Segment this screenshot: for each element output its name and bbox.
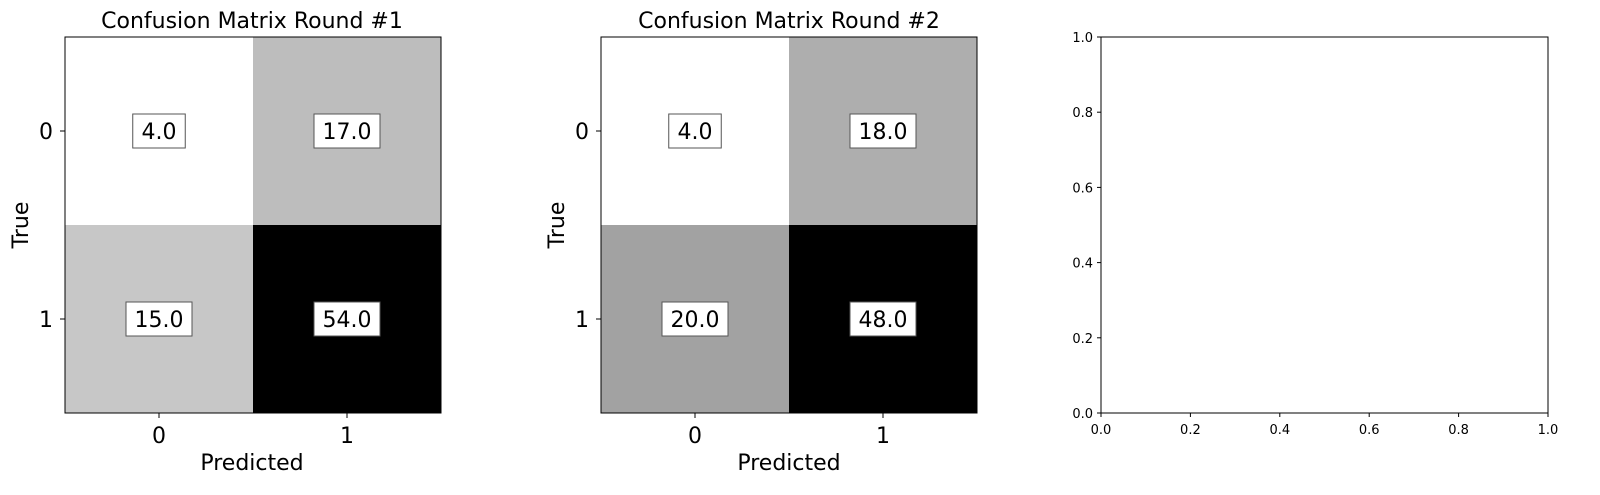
y-axis-ticks: 01 xyxy=(575,120,601,333)
cell-value-label: 48.0 xyxy=(859,308,908,333)
heatmap-cells: 4.0 18.0 20.0 48.0 xyxy=(601,37,977,413)
x-tick-label: 0.8 xyxy=(1448,423,1469,438)
x-tick-label: 0.6 xyxy=(1359,423,1380,438)
plot-frame xyxy=(600,36,978,414)
y-tick-label: 1 xyxy=(39,308,53,333)
chart-title: Confusion Matrix Round #1 xyxy=(101,9,403,34)
y-axis-ticks: 0.0 0.2 0.4 0.6 0.8 1.0 xyxy=(1072,31,1101,422)
heatmap-cells: 4.0 17.0 15.0 54.0 xyxy=(65,37,441,413)
x-axis-label: Predicted xyxy=(200,451,303,476)
chart-title: Confusion Matrix Round #2 xyxy=(638,9,940,34)
cell-value-box xyxy=(313,301,381,337)
x-tick-label: 1.0 xyxy=(1538,423,1559,438)
cell-value-box xyxy=(313,113,381,149)
cell-value-label: 54.0 xyxy=(323,308,372,333)
y-tick-label: 0.0 xyxy=(1072,407,1093,422)
cell-value-box xyxy=(849,113,917,149)
cell-value-label: 4.0 xyxy=(142,120,177,145)
cell-value-label: 18.0 xyxy=(859,120,908,145)
x-axis-label: Predicted xyxy=(737,451,840,476)
y-tick-label: 0.6 xyxy=(1072,181,1093,196)
cell-value-label: 17.0 xyxy=(323,120,372,145)
y-tick-label: 1 xyxy=(575,308,589,333)
y-tick-label: 0 xyxy=(575,120,589,145)
y-axis-label: True xyxy=(9,202,34,250)
x-tick-label: 1 xyxy=(876,424,890,449)
cell-value-label: 15.0 xyxy=(135,308,184,333)
confusion-matrix-round-1: Confusion Matrix Round #1 4.0 17.0 15.0 54.… xyxy=(9,9,442,476)
y-tick-label: 0.4 xyxy=(1072,257,1093,272)
y-axis-label: True xyxy=(545,202,570,250)
cell-value-box xyxy=(849,301,917,337)
cell-value-box xyxy=(132,113,186,149)
y-tick-label: 0.2 xyxy=(1072,332,1093,347)
plot-frame xyxy=(1100,36,1549,414)
y-tick-label: 1.0 xyxy=(1072,31,1093,46)
cell-value-label: 20.0 xyxy=(671,308,720,333)
cell-value-box xyxy=(668,113,722,149)
cell-value-box xyxy=(661,301,729,337)
x-tick-label: 0.2 xyxy=(1180,423,1201,438)
y-tick-label: 0.8 xyxy=(1072,106,1093,121)
plot-frame xyxy=(64,36,442,414)
y-axis-ticks: 01 xyxy=(39,120,65,333)
empty-axes: 0.0 0.2 0.4 0.6 0.8 1.0 0.0 0.2 0.4 0.6 0.8 1.0 xyxy=(1072,31,1558,438)
x-tick-label: 0 xyxy=(688,424,702,449)
x-tick-label: 1 xyxy=(340,424,354,449)
x-tick-label: 0 xyxy=(152,424,166,449)
cell-value-label: 4.0 xyxy=(678,120,713,145)
x-tick-label: 0.0 xyxy=(1091,423,1112,438)
y-tick-label: 0 xyxy=(39,120,53,145)
confusion-matrix-round-2: Confusion Matrix Round #2 4.0 18.0 20.0 48.… xyxy=(545,9,978,476)
x-axis-ticks: 0.0 0.2 0.4 0.6 0.8 1.0 xyxy=(1091,413,1559,438)
cell-value-box xyxy=(125,301,193,337)
x-tick-label: 0.4 xyxy=(1269,423,1290,438)
